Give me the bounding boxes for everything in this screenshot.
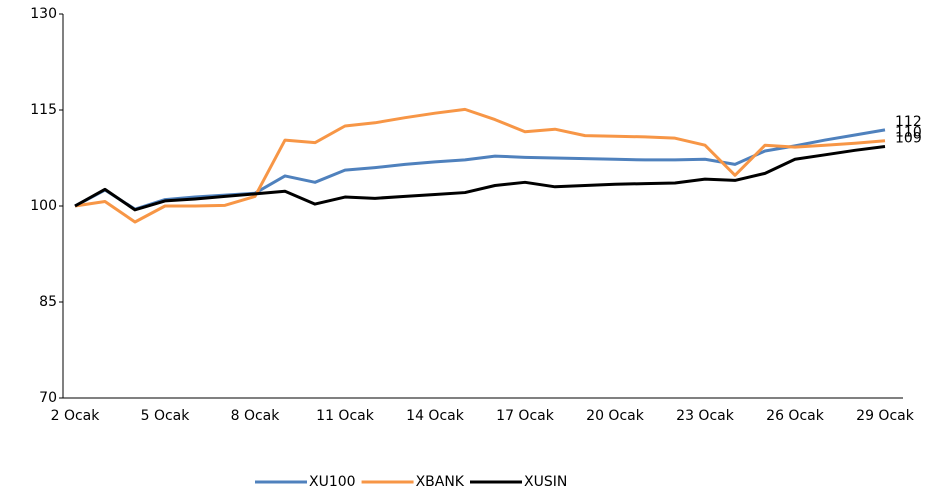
line-series [74, 107, 886, 224]
x-tick-label: 11 Ocak [316, 408, 375, 424]
legend-label: XBANK [416, 474, 465, 490]
line-series [74, 128, 886, 211]
x-tick-label: 5 Ocak [141, 408, 191, 424]
legend-label: XUSIN [524, 474, 567, 490]
y-tick-label: 115 [30, 102, 57, 118]
x-tick-label: 17 Ocak [496, 408, 555, 424]
data-label: 110 [895, 125, 922, 141]
x-tick-label: 29 Ocak [856, 408, 915, 424]
x-tick-label: 14 Ocak [406, 408, 465, 424]
line-series [74, 144, 886, 212]
y-tick-label: 85 [39, 294, 57, 310]
data-label: 112 [895, 114, 922, 130]
y-tick-label: 70 [39, 390, 57, 406]
x-tick-label: 26 Ocak [766, 408, 825, 424]
y-tick-label: 130 [30, 6, 57, 22]
x-tick-label: 8 Ocak [231, 408, 281, 424]
x-tick-label: 20 Ocak [586, 408, 645, 424]
legend-label: XU100 [309, 474, 356, 490]
x-tick-label: 2 Ocak [51, 408, 101, 424]
data-label: 109 [895, 130, 922, 146]
x-tick-label: 23 Ocak [676, 408, 735, 424]
y-tick-label: 100 [30, 198, 57, 214]
